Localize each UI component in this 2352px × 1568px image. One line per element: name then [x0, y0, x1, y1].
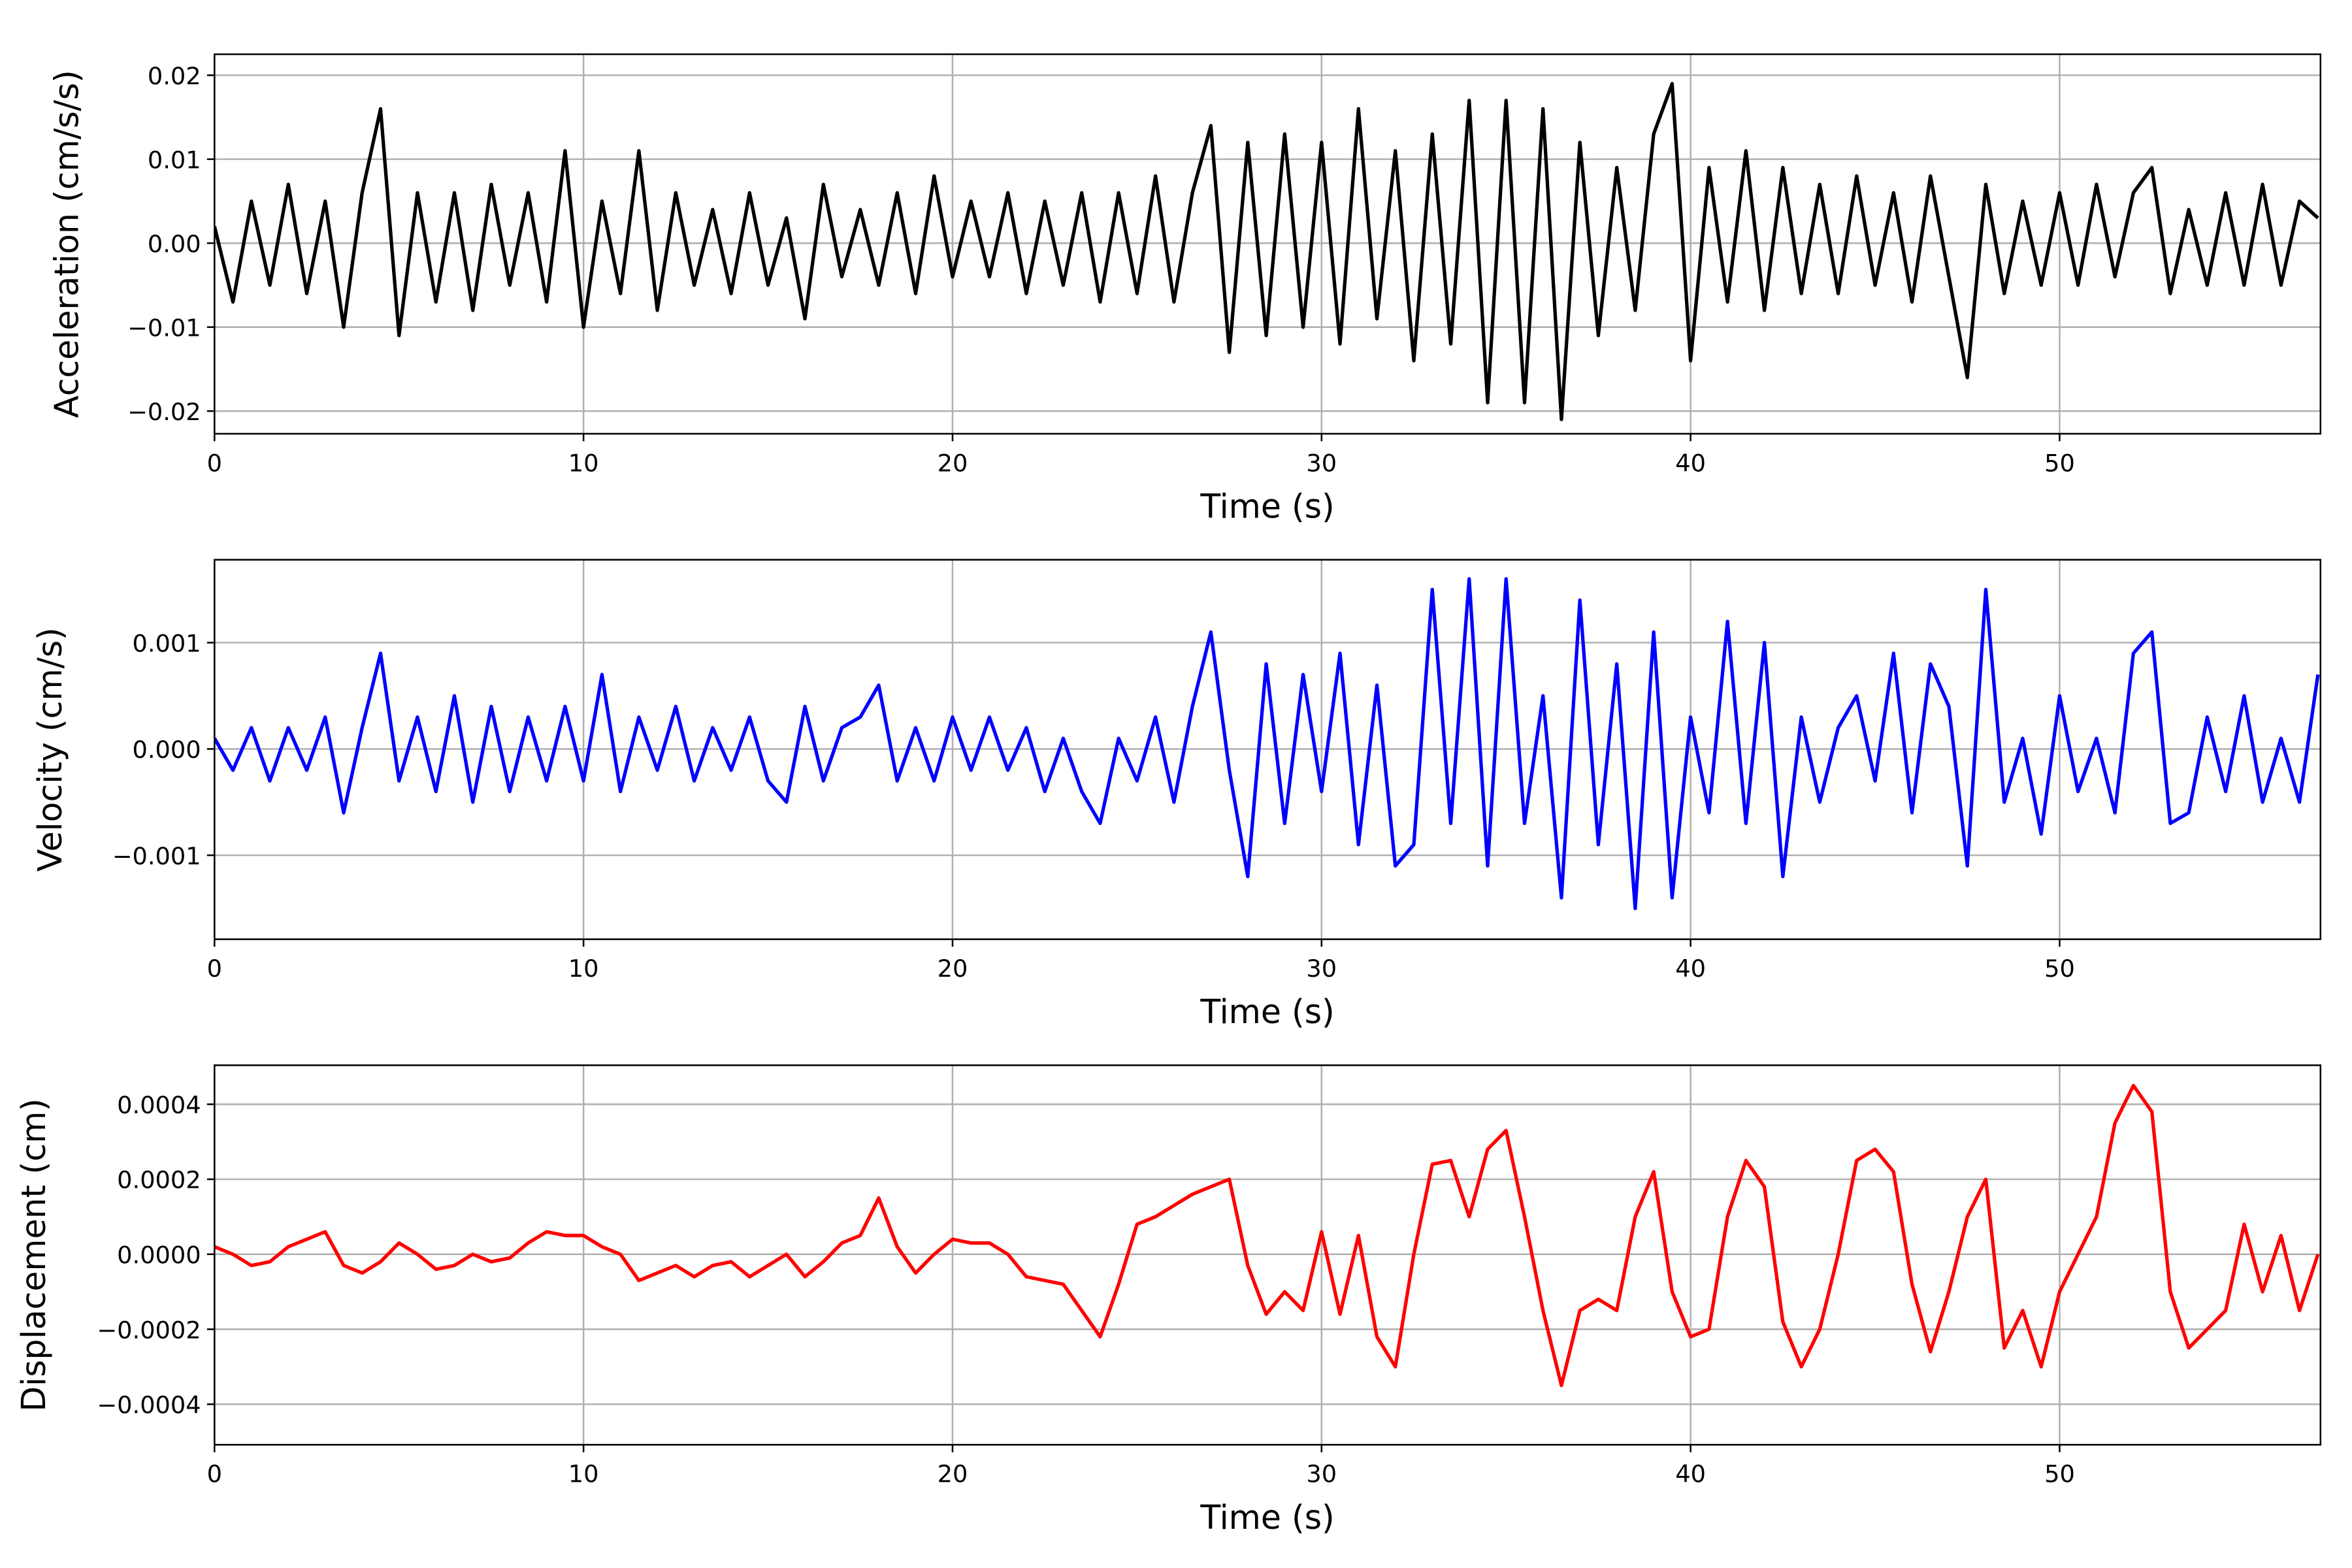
x-axis-label: Time (s) [1200, 992, 1334, 1031]
y-tick-label: 0.0004 [117, 1091, 201, 1119]
x-tick-label: 0 [207, 449, 222, 477]
x-tick-label: 50 [2044, 449, 2075, 477]
subplot: 0 10 20 30 40 50 −0.0004 −0.0002 0.0000 0.0002 0.0… [14, 1064, 2322, 1537]
x-tick-label: 20 [938, 449, 968, 477]
y-tick-label: −0.001 [112, 842, 201, 870]
x-axis-label: Time (s) [1200, 487, 1334, 525]
x-tick-label: 30 [1306, 449, 1337, 477]
x-tick-label: 10 [568, 449, 599, 477]
x-tick-label: 50 [2044, 1460, 2075, 1488]
data-line [214, 1083, 2320, 1388]
y-tick-label: 0.0000 [117, 1241, 201, 1269]
x-tick-label: 10 [568, 1460, 599, 1488]
y-tick-label: 0.01 [148, 146, 201, 174]
x-axis-label: Time (s) [1200, 1498, 1334, 1537]
x-tick-label: 10 [568, 955, 599, 983]
x-tick-label: 40 [1675, 449, 1706, 477]
y-tick-label: −0.01 [127, 314, 201, 342]
y-axis-label: Displacement (cm) [14, 1098, 53, 1412]
x-tick-label: 50 [2044, 955, 2075, 983]
x-tick-label: 0 [207, 1460, 222, 1488]
y-tick-label: 0.00 [148, 230, 201, 258]
y-tick-label: 0.001 [133, 629, 201, 657]
data-line [214, 577, 2320, 911]
y-tick-label: −0.0002 [97, 1316, 201, 1344]
plot-frame [214, 53, 2322, 435]
x-tick-label: 0 [207, 955, 222, 983]
subplot: 0 10 20 30 40 50 −0.02 −0.01 0.00 0.01 0.02 Time (s… [47, 53, 2322, 525]
data-line [214, 82, 2319, 421]
y-tick-label: 0.02 [148, 62, 201, 90]
x-tick-label: 30 [1306, 955, 1337, 983]
y-axis-label: Velocity (cm/s) [31, 627, 69, 872]
y-tick-label: −0.0004 [97, 1391, 201, 1419]
x-tick-label: 20 [938, 955, 968, 983]
plot-frame [214, 1064, 2322, 1446]
x-tick-label: 40 [1675, 955, 1706, 983]
x-tick-label: 40 [1675, 1460, 1706, 1488]
plot-frame [214, 559, 2322, 940]
y-tick-label: 0.0002 [117, 1166, 201, 1194]
x-tick-label: 20 [938, 1460, 968, 1488]
y-tick-label: 0.000 [133, 736, 201, 764]
subplot: 0 10 20 30 40 50 −0.001 0.000 0.001 Time (s) Veloc… [31, 559, 2322, 1031]
x-tick-label: 30 [1306, 1460, 1337, 1488]
y-tick-label: −0.02 [127, 398, 201, 426]
y-axis-label: Acceleration (cm/s/s) [47, 70, 86, 418]
